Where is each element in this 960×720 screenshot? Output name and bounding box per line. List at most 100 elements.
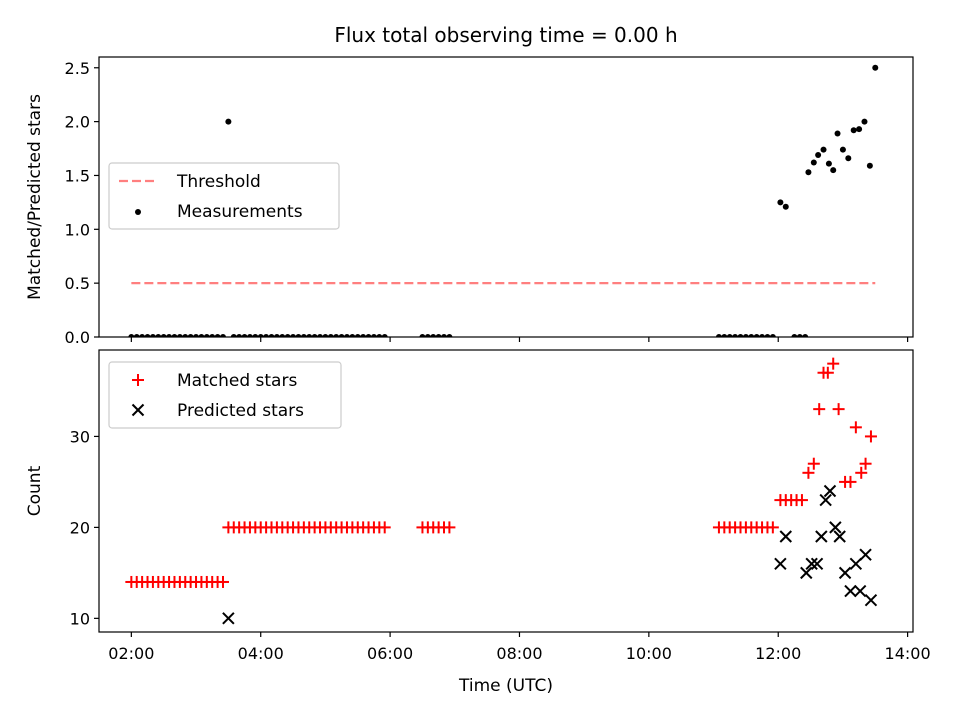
top-series-measurements-point [155, 334, 162, 337]
bottom-series-matched-stars-point [844, 475, 857, 488]
x-tick-label: 14:00 [885, 644, 931, 663]
bottom-y-axis-label: Count [25, 465, 45, 516]
bottom-legend-entry-predicted-stars-label: Predicted stars [177, 401, 304, 421]
top-series-measurements-point [268, 334, 275, 337]
top-series-measurements-point [796, 334, 803, 337]
top-series-measurements-point [225, 118, 232, 125]
x-tick-label: 04:00 [238, 644, 284, 663]
top-series-measurements-point [295, 334, 302, 337]
top-series-measurements-point [241, 334, 248, 337]
bottom-series-predicted-stars-point [829, 521, 842, 534]
top-series-measurements-point [419, 334, 426, 337]
top-series-measurements-point [441, 334, 448, 337]
bottom-series-predicted-stars-point [810, 557, 824, 570]
top-series-measurements-point [166, 334, 173, 337]
bottom-series-predicted-stars-point [222, 612, 235, 625]
top-series-measurements-point [748, 334, 755, 337]
top-series-measurements-point [144, 334, 151, 337]
bottom-legend-box [108, 361, 342, 429]
top-series-measurements-point [737, 334, 744, 337]
top-series-measurements-point [290, 334, 297, 337]
top-series-measurements-point [381, 334, 388, 337]
bottom-series-predicted-stars-point [774, 557, 787, 570]
bottom-series-predicted-stars-point [838, 566, 852, 580]
bottom-series-predicted-stars-point [859, 548, 872, 561]
bottom-series-matched-stars-point [849, 421, 862, 434]
top-series-measurements-point [845, 155, 852, 162]
top-y-tick-label: 2.5 [65, 59, 90, 78]
top-series-measurements-point [133, 334, 140, 337]
top-series-measurements-point [802, 334, 809, 337]
bottom-axes-frame [98, 349, 914, 633]
top-y-axis-label: Matched/Predicted stars [25, 94, 45, 300]
top-y-tick-label: 2.0 [65, 113, 90, 132]
top-legend-box [108, 162, 340, 230]
top-series-measurements-point [219, 334, 226, 337]
top-series-measurements-point [370, 334, 377, 337]
bottom-series-predicted-stars-point [823, 484, 837, 498]
bottom-legend: Matched stars Predicted stars [108, 361, 342, 429]
top-series-measurements-point [327, 334, 334, 337]
bottom-series-matched-stars-point [855, 466, 868, 479]
top-series-measurements-point [815, 152, 822, 158]
bottom-plot-area [125, 357, 878, 625]
top-series-measurements-point [187, 334, 194, 337]
top-series-measurements-point [236, 334, 243, 337]
top-series-measurements-point [209, 334, 216, 337]
bottom-legend-entry-matched-stars-label: Matched stars [177, 371, 297, 391]
top-series-measurements-point [753, 334, 760, 337]
top-series-measurements-point [732, 334, 739, 337]
top-series-measurements-point [777, 199, 784, 206]
bottom-legend-entry-matched-stars: Matched stars [132, 371, 297, 391]
x-tick-label: 06:00 [367, 644, 413, 663]
top-series-measurements-point [149, 334, 156, 337]
x-tick-label: 02:00 [108, 644, 154, 663]
x-tick-label: 08:00 [496, 644, 542, 663]
top-series-measurements-point [365, 334, 372, 337]
top-series-measurements-point [805, 169, 812, 176]
top-series-measurements-point [338, 334, 345, 337]
top-legend-entry-measurements-label: Measurements [177, 202, 303, 222]
bottom-series-matched-stars-point [795, 494, 808, 507]
top-series-measurements-point [825, 160, 832, 167]
top-series-measurements-point [872, 64, 879, 71]
top-legend-entry-threshold-label: Threshold [176, 172, 261, 192]
bottom-series-predicted-stars-point [805, 557, 818, 570]
top-series-measurements-point [230, 334, 237, 337]
top-series-measurements-point [430, 334, 437, 337]
top-series-measurements-point [360, 334, 367, 337]
top-series-measurements-point [300, 334, 307, 337]
top-series-measurements-point [246, 334, 253, 337]
top-panel: 0.0 0.5 1.0 1.5 2.0 2.5 Matched/Predicted star… [25, 56, 914, 347]
bottom-series-matched-stars-point [802, 466, 815, 479]
bottom-series-matched-stars-point [859, 457, 872, 470]
chart-title: Flux total observing time = 0.00 h [334, 23, 677, 47]
top-series-measurements-point [446, 334, 453, 337]
bottom-panel: 10 20 30 02:00 04:00 06:00 08:00 10:00 12:00 14:0… [25, 349, 931, 663]
bottom-series-predicted-stars-point [864, 593, 878, 607]
bottom-series-predicted-stars-point [853, 584, 867, 598]
bottom-series-predicted-stars-point [819, 493, 832, 507]
top-series-measurements-point [317, 334, 324, 337]
top-y-tick-label: 1.5 [65, 166, 90, 185]
top-series-measurements-point [742, 334, 749, 337]
top-series-measurements-point [850, 127, 857, 134]
top-series-measurements-point [721, 334, 728, 337]
bottom-legend-entry-predicted-stars: Predicted stars [131, 401, 304, 421]
bottom-series-matched-stars-point [813, 403, 826, 416]
top-plot-area [128, 64, 879, 337]
x-axis-label: Time (UTC) [458, 676, 553, 696]
top-series-measurements-point [182, 334, 189, 337]
top-series-measurements-point [257, 334, 264, 337]
top-series-measurements-point [861, 118, 868, 125]
top-series-measurements-point [354, 334, 361, 337]
top-legend-entry-threshold: Threshold [119, 172, 261, 192]
top-series-measurements-point [171, 334, 178, 337]
bottom-series-predicted-stars-point [844, 584, 857, 598]
bottom-series-matched-stars-point [864, 430, 877, 443]
top-series-measurements-point [263, 334, 270, 337]
bottom-y-tick-label: 30 [70, 427, 90, 446]
top-series-measurements-point [866, 162, 873, 169]
